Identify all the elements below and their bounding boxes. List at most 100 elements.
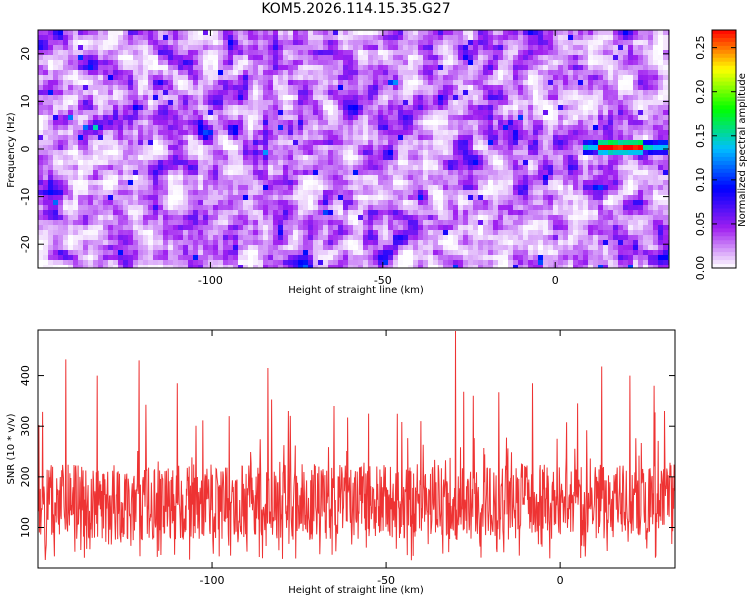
spectrogram-cell: [578, 150, 583, 155]
spectrogram-cell: [133, 110, 138, 115]
spectrogram-cell: [598, 140, 603, 145]
spectrogram-cell: [148, 85, 153, 90]
spectrogram-cell: [223, 160, 228, 165]
spectrogram-cell: [518, 40, 523, 45]
spectrogram-cell: [638, 90, 643, 95]
spectrogram-cell: [348, 185, 353, 190]
spectrogram-cell: [128, 140, 133, 145]
spectrogram-cell: [383, 140, 388, 145]
spectrogram-cell: [183, 60, 188, 65]
spectrogram-cell: [448, 140, 453, 145]
spectrogram-cell: [263, 105, 268, 110]
spectrogram-cell: [398, 215, 403, 220]
spectrogram-cell: [298, 70, 303, 75]
spectrogram-cell: [523, 70, 528, 75]
spectrogram-cell: [88, 60, 93, 65]
spectrogram-cell: [508, 215, 513, 220]
spectrogram-cell: [618, 140, 623, 145]
spectrogram-cell: [318, 160, 323, 165]
spectrogram-cell: [338, 185, 343, 190]
spectrogram-cell: [308, 90, 313, 95]
spectrogram-cell: [203, 175, 208, 180]
spectrogram-cell: [343, 180, 348, 185]
spectrogram-cell: [478, 75, 483, 80]
spectrogram-cell: [83, 35, 88, 40]
spectrogram-cell: [423, 195, 428, 200]
spectrogram-cell: [158, 65, 163, 70]
spectrogram-cell: [548, 80, 553, 85]
spectrogram-cell: [208, 80, 213, 85]
spectrogram-cell: [343, 185, 348, 190]
spectrogram-cell: [128, 200, 133, 205]
spectrogram-cell: [313, 40, 318, 45]
spectrogram-cell: [138, 70, 143, 75]
spectrogram-cell: [638, 140, 643, 145]
spectrogram-cell: [268, 40, 273, 45]
spectrogram-cell: [528, 180, 533, 185]
spectrogram-cell: [313, 130, 318, 135]
spectrogram-cell: [238, 130, 243, 135]
spectrogram-cell: [588, 105, 593, 110]
spectrogram-cell: [178, 200, 183, 205]
spectrogram-cell: [293, 95, 298, 100]
spectrogram-cell: [553, 145, 558, 150]
spectrogram-cell: [458, 130, 463, 135]
spectrogram-cell: [233, 220, 238, 225]
spectrogram-cell: [388, 60, 393, 65]
spectrogram-cell: [318, 125, 323, 130]
spectrogram-cell: [363, 220, 368, 225]
spectrogram-cell: [348, 65, 353, 70]
spectrogram-cell: [598, 130, 603, 135]
spectrogram-cell: [608, 40, 613, 45]
spectrogram-cell: [423, 45, 428, 50]
spectrogram-cell: [518, 55, 523, 60]
spectrogram-cell: [658, 90, 663, 95]
spectrogram-cell: [243, 55, 248, 60]
spectrogram-cell: [663, 190, 668, 195]
spectrogram-cell: [123, 155, 128, 160]
spectrogram-cell: [528, 210, 533, 215]
spectrogram-cell: [193, 45, 198, 50]
spectrogram-cell: [608, 75, 613, 80]
spectrogram-cell: [483, 70, 488, 75]
spectrogram-cell: [298, 105, 303, 110]
spectrogram-cell: [198, 45, 203, 50]
spectrogram-cell: [518, 45, 523, 50]
spectrogram-cell: [223, 70, 228, 75]
spectrogram-cell: [168, 100, 173, 105]
spectrogram-cell: [198, 95, 203, 100]
spectrogram-cell: [658, 115, 663, 120]
spectrogram-cell: [98, 65, 103, 70]
spectrogram-cell: [568, 145, 573, 150]
spectrogram-cell: [623, 145, 628, 150]
spectrogram-cell: [398, 30, 403, 35]
spectrogram-cell: [153, 65, 158, 70]
spectrogram-cell: [358, 190, 363, 195]
spectrogram-cell: [618, 115, 623, 120]
spectrogram-cell: [198, 85, 203, 90]
spectrogram-cell: [273, 125, 278, 130]
spectrogram-cell: [478, 145, 483, 150]
spectrogram-cell: [183, 140, 188, 145]
spectrogram-cell: [538, 40, 543, 45]
spectrogram-cell: [178, 80, 183, 85]
spectrogram-cell: [388, 215, 393, 220]
spectrogram-cell: [498, 70, 503, 75]
spectrogram-cell: [383, 115, 388, 120]
spectrogram-cell: [298, 110, 303, 115]
spectrogram-cell: [143, 110, 148, 115]
spectrogram-cell: [408, 145, 413, 150]
spectrogram-cell: [538, 130, 543, 135]
spectrogram-cell: [243, 65, 248, 70]
spectrogram-cell: [183, 190, 188, 195]
spectrogram-cell: [648, 130, 653, 135]
spectrogram-cell: [223, 130, 228, 135]
spectrogram-cell: [608, 55, 613, 60]
spectrogram-cell: [423, 185, 428, 190]
spectrogram-cell: [108, 225, 113, 230]
spectrogram-cell: [98, 150, 103, 155]
spectrogram-cell: [43, 85, 48, 90]
spectrogram-cell: [183, 160, 188, 165]
spectrogram-cell: [78, 105, 83, 110]
spectrogram-cell: [428, 60, 433, 65]
